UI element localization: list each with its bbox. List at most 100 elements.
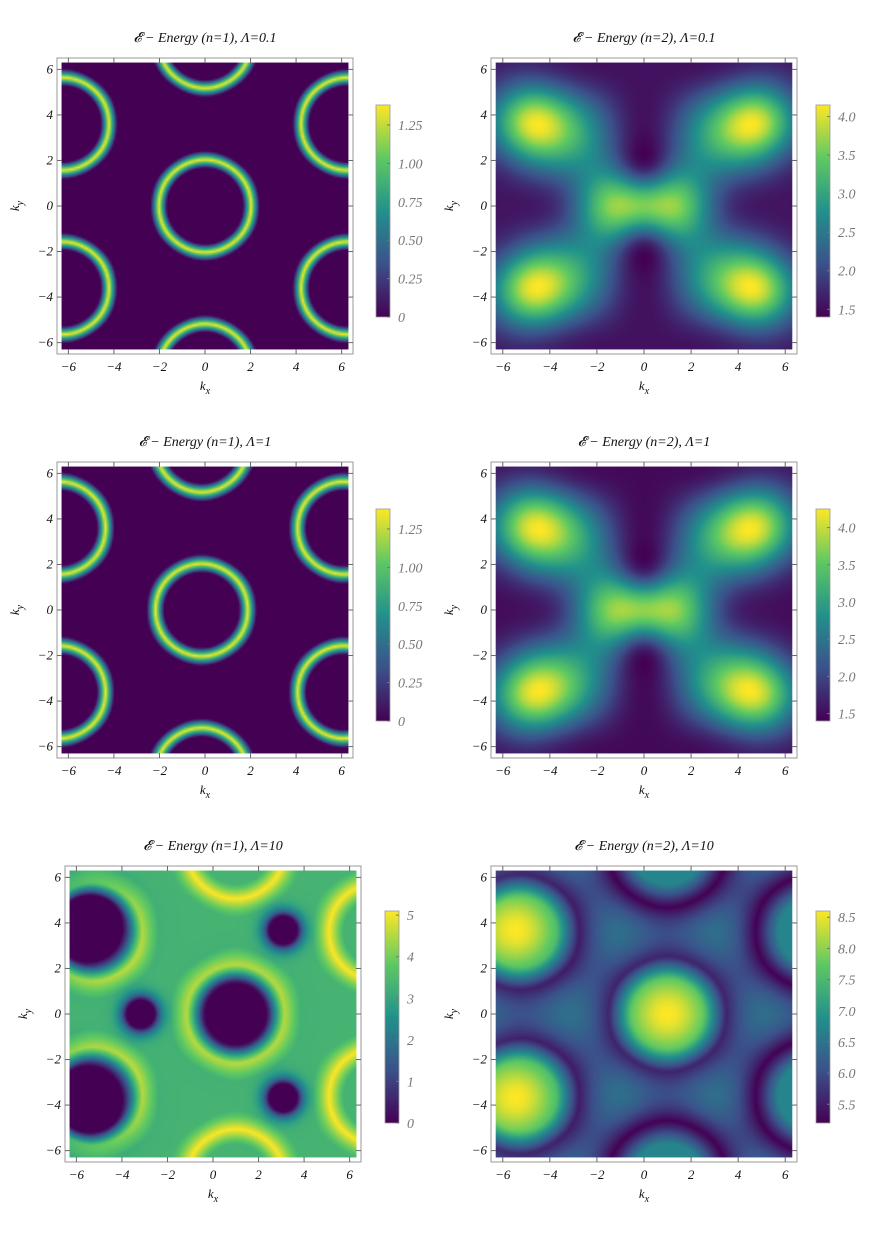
y-tick-label: 6 [47, 61, 54, 76]
colorbar-tick-label: 4 [407, 951, 414, 966]
y-axis-label-sub: y [449, 604, 460, 610]
y-tick-label: 0 [47, 602, 54, 617]
colorbar-tick-label: 5.5 [838, 1098, 856, 1113]
y-tick-label: 4 [47, 511, 54, 526]
x-tick-label: −2 [152, 763, 168, 778]
x-tick-label: 4 [735, 1167, 742, 1182]
colorbar-tick-label: 0 [398, 311, 405, 326]
colorbar-tick-label: 3.5 [837, 149, 856, 164]
x-tick-label: −4 [542, 1167, 558, 1182]
x-axis-label: kx [639, 782, 650, 801]
y-tick-label: 0 [47, 198, 54, 213]
y-tick-label: −2 [46, 1052, 62, 1067]
colorbar-tick-label: 8.5 [838, 911, 856, 926]
colorbar-tick-label: 0 [398, 715, 405, 730]
y-tick-label: 6 [47, 465, 54, 480]
y-tick-label: −6 [38, 335, 54, 350]
y-tick-label: 2 [47, 556, 54, 571]
y-axis-label: ky [441, 604, 460, 615]
y-tick-label: −6 [46, 1143, 62, 1158]
y-tick-label: 0 [481, 198, 488, 213]
colorbar [375, 508, 391, 722]
heatmap-image [495, 466, 793, 754]
y-tick-label: 2 [481, 960, 488, 975]
x-tick-label: 4 [301, 1167, 308, 1182]
y-axis-label: ky [7, 604, 26, 615]
colorbar [384, 910, 400, 1124]
y-tick-label: 6 [55, 869, 62, 884]
colorbar [815, 910, 831, 1124]
x-tick-label: 4 [293, 763, 300, 778]
y-tick-label: 2 [55, 960, 62, 975]
y-axis-label-sub: y [449, 1008, 460, 1014]
y-tick-label: −2 [38, 648, 54, 663]
colorbar-tick-label: 1.25 [398, 119, 423, 134]
heatmap-panel-5: 𝓔 − Energy (n=1), Λ=10 −6 −4 −2 0 2 4 6 −6 −4 −2 0 2… [15, 839, 414, 1205]
y-tick-label: −2 [38, 244, 54, 259]
y-axis-label-sub: y [15, 604, 26, 610]
colorbar-tick-label: 1.5 [838, 303, 856, 318]
x-tick-label: −2 [589, 359, 605, 374]
x-axis-label: kx [639, 1186, 650, 1205]
x-tick-label: 0 [641, 359, 648, 374]
colorbar-tick-label: 2 [407, 1034, 414, 1049]
x-tick-label: 0 [641, 763, 648, 778]
x-axis-label-sub: x [205, 386, 211, 397]
y-tick-label: 2 [481, 152, 488, 167]
x-axis-label: kx [639, 378, 650, 397]
x-axis-label-sub: x [205, 790, 211, 801]
colorbar-tick-label: 5 [407, 909, 414, 924]
y-axis-label-base: k [441, 609, 456, 615]
x-tick-label: 6 [782, 1167, 789, 1182]
x-tick-label: −6 [495, 763, 511, 778]
x-axis-label: kx [208, 1186, 219, 1205]
heatmap-panel-4: 𝓔 − Energy (n=2), Λ=1 −6 −4 −2 0 2 4 6 −6 −4 −2 0 2 4… [441, 435, 856, 801]
colorbar-tick-label: 0.50 [398, 234, 423, 249]
x-tick-label: −6 [495, 1167, 511, 1182]
x-tick-label: 4 [293, 359, 300, 374]
x-tick-label: 2 [255, 1167, 262, 1182]
y-axis-label: ky [441, 1008, 460, 1019]
x-axis-label-base: k [639, 378, 645, 393]
colorbar-tick-label: 2.5 [838, 633, 856, 648]
panel-title: 𝓔 − Energy (n=2), Λ=0.1 [572, 31, 715, 46]
colorbar-tick-label: 7.0 [838, 1005, 856, 1020]
panel-title: 𝓔 − Energy (n=1), Λ=10 [143, 839, 283, 854]
y-axis-label-sub: y [23, 1008, 34, 1014]
x-tick-label: 4 [735, 359, 742, 374]
colorbar-tick-label: 1.00 [398, 561, 423, 576]
x-axis-label: kx [200, 378, 211, 397]
x-axis-label-base: k [639, 1186, 645, 1201]
y-tick-label: 0 [481, 1006, 488, 1021]
colorbar-tick-label: 3 [406, 992, 414, 1007]
heatmap-panel-6: 𝓔 − Energy (n=2), Λ=10 −6 −4 −2 0 2 4 6 −6 −4 −2 0 2… [441, 839, 856, 1205]
y-axis-label-sub: y [15, 200, 26, 206]
colorbar-tick-label: 0 [407, 1117, 414, 1132]
heatmap-panel-3: 𝓔 − Energy (n=1), Λ=1 −6 −4 −2 0 2 4 6 −6 −4 −2 0 2 4… [7, 435, 423, 801]
y-axis-label-base: k [441, 205, 456, 211]
colorbar [815, 104, 831, 318]
y-tick-label: −2 [472, 244, 488, 259]
x-tick-label: −2 [589, 1167, 605, 1182]
x-tick-label: −4 [542, 359, 558, 374]
colorbar-tick-label: 6.0 [838, 1067, 856, 1082]
x-tick-label: 2 [688, 359, 695, 374]
y-axis-label-base: k [7, 609, 22, 615]
heatmap-image [61, 466, 349, 754]
y-tick-label: 2 [47, 152, 54, 167]
y-tick-label: −4 [472, 289, 488, 304]
x-tick-label: 0 [210, 1167, 217, 1182]
y-tick-label: 2 [481, 556, 488, 571]
panel-title: 𝓔 − Energy (n=1), Λ=0.1 [133, 31, 276, 46]
x-tick-label: 0 [641, 1167, 648, 1182]
colorbar-tick-label: 7.5 [838, 974, 856, 989]
colorbar-tick-label: 4.0 [838, 111, 856, 126]
y-axis-label-base: k [441, 1013, 456, 1019]
y-tick-label: 4 [481, 915, 488, 930]
colorbar-tick-label: 2.0 [838, 265, 856, 280]
x-tick-label: 6 [782, 359, 789, 374]
x-tick-label: −2 [152, 359, 168, 374]
y-tick-label: 4 [481, 107, 488, 122]
heatmap-image [495, 870, 793, 1158]
